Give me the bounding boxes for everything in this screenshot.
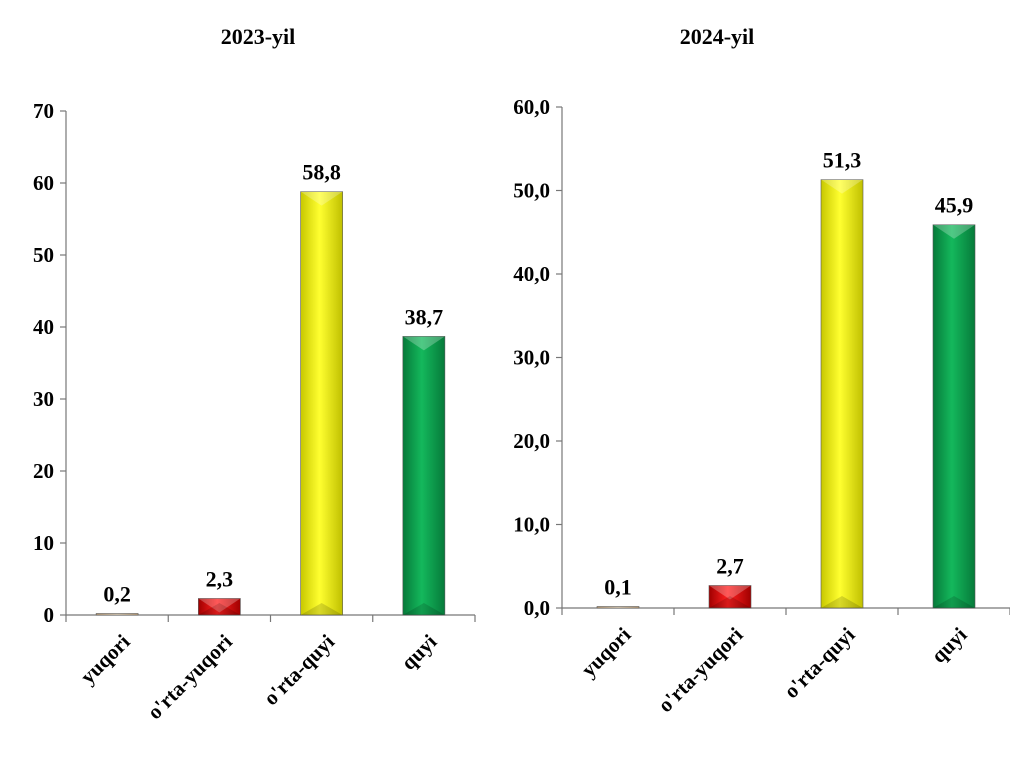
category-label: yuqori xyxy=(576,622,635,681)
y-tick-label: 40,0 xyxy=(513,262,550,286)
data-label: 58,8 xyxy=(302,160,341,185)
bar-1 xyxy=(95,613,139,616)
y-tick-label: 40 xyxy=(33,315,54,339)
category-label: quyi xyxy=(926,622,971,667)
bar-bevel-bottom xyxy=(402,603,445,615)
category-label: o'rta-quyi xyxy=(779,622,860,703)
y-tick-label: 10 xyxy=(33,531,54,555)
bar-bevel-top xyxy=(821,179,863,194)
data-label: 2,7 xyxy=(716,553,744,578)
bar-bevel-bottom xyxy=(821,596,863,608)
bar-bevel-bottom xyxy=(933,596,975,608)
chart-title: 2023-yil xyxy=(221,24,296,49)
bar-bevel-top xyxy=(300,191,343,206)
y-tick-label: 10,0 xyxy=(513,513,550,537)
data-label: 2,3 xyxy=(206,566,234,591)
data-label: 38,7 xyxy=(405,304,444,329)
data-label: 0,1 xyxy=(604,575,632,600)
bar-bevel-top xyxy=(198,598,241,613)
data-label: 0,2 xyxy=(103,582,131,607)
y-tick-label: 20,0 xyxy=(513,429,550,453)
category-label: yuqori xyxy=(76,629,135,688)
bar-bevel-bottom xyxy=(300,603,343,615)
y-tick-label: 60,0 xyxy=(513,95,550,119)
chart-title: 2024-yil xyxy=(680,24,755,49)
chart-panel-2: 2024-yil 0,0 10,0 20,0 30,0 40,0 50,0 60,0 0,1 yu… xyxy=(513,24,1010,717)
y-tick-label: 50 xyxy=(33,243,54,267)
bar-4 xyxy=(932,224,976,609)
bar-bevel-top xyxy=(933,224,975,239)
y-tick-label: 20 xyxy=(33,459,54,483)
bar-3 xyxy=(300,191,343,616)
bar-bevel-top xyxy=(402,336,445,351)
chart-panel-1: 2023-yil 0 10 20 30 40 50 60 70 0,2 yuqori 2,3 o'rta… xyxy=(33,24,476,724)
bar-1 xyxy=(596,606,640,609)
bar-4 xyxy=(402,336,446,616)
bar-2 xyxy=(198,598,241,616)
y-tick-label: 60 xyxy=(33,171,54,195)
data-label: 51,3 xyxy=(823,148,862,173)
y-tick-label: 70 xyxy=(33,99,54,123)
bar-bevel-top xyxy=(709,585,751,600)
y-tick-label: 0 xyxy=(44,603,55,627)
category-label: quyi xyxy=(396,629,441,674)
y-tick-label: 30 xyxy=(33,387,54,411)
category-label: o'rta-quyi xyxy=(259,629,340,710)
bar-bevel-bottom xyxy=(709,596,751,608)
y-tick-label: 50,0 xyxy=(513,179,550,203)
y-tick-label: 0,0 xyxy=(524,596,550,620)
category-label: o'rta-yuqori xyxy=(142,629,237,724)
category-label: o'rta-yuqori xyxy=(653,622,748,717)
bar-3 xyxy=(820,179,864,609)
bar-bevel-bottom xyxy=(198,603,241,615)
y-tick-label: 30,0 xyxy=(513,346,550,370)
data-label: 45,9 xyxy=(935,193,974,218)
bar-2 xyxy=(708,585,752,609)
